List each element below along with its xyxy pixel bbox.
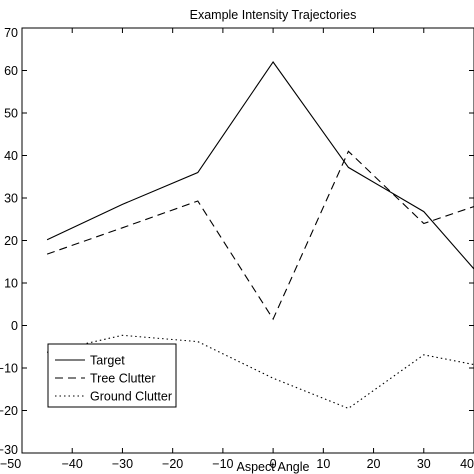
legend-label-tree-clutter: Tree Clutter — [90, 372, 156, 386]
x-tick-label: 30 — [417, 457, 431, 471]
y-tick-label: 40 — [4, 149, 18, 163]
x-tick-label: −40 — [62, 457, 83, 471]
x-tick-label: 40 — [460, 457, 474, 471]
legend: Target Tree Clutter Ground Clutter — [47, 343, 177, 408]
y-tick-label: −10 — [0, 362, 18, 376]
series-line-tree-clutter — [46, 150, 474, 321]
y-tick-label: −20 — [0, 404, 18, 418]
x-axis-label: Aspect Angle — [237, 460, 310, 474]
legend-label-ground-clutter: Ground Clutter — [90, 390, 172, 404]
y-tick-label: 30 — [4, 192, 18, 206]
x-tick-label: −20 — [162, 457, 183, 471]
legend-label-target: Target — [90, 354, 125, 368]
y-tick-label: −30 — [0, 443, 18, 457]
y-tick-label: 50 — [4, 107, 18, 121]
x-tick-label: −50 — [0, 457, 21, 471]
x-tick-label: 20 — [367, 457, 381, 471]
x-tick-label: 0 — [270, 457, 277, 471]
x-tick-label: −30 — [112, 457, 133, 471]
y-tick-label: 20 — [4, 234, 18, 248]
y-tick-label: 0 — [11, 319, 18, 333]
series-layer — [46, 61, 474, 410]
y-tick-label: 70 — [4, 26, 18, 40]
y-tick-label: 10 — [4, 277, 18, 291]
series-line-ground-clutter — [46, 334, 474, 410]
y-tick-label: 60 — [4, 64, 18, 78]
series-line-target — [46, 61, 474, 270]
chart-title: Example Intensity Trajectories — [190, 8, 357, 22]
axis-ticks: −50 −40 −30 −20 −10 0 10 20 30 40 −30 −20 −10 0 10 20 30… — [0, 26, 474, 471]
x-tick-label: 10 — [316, 457, 330, 471]
x-tick-label: −10 — [212, 457, 233, 471]
